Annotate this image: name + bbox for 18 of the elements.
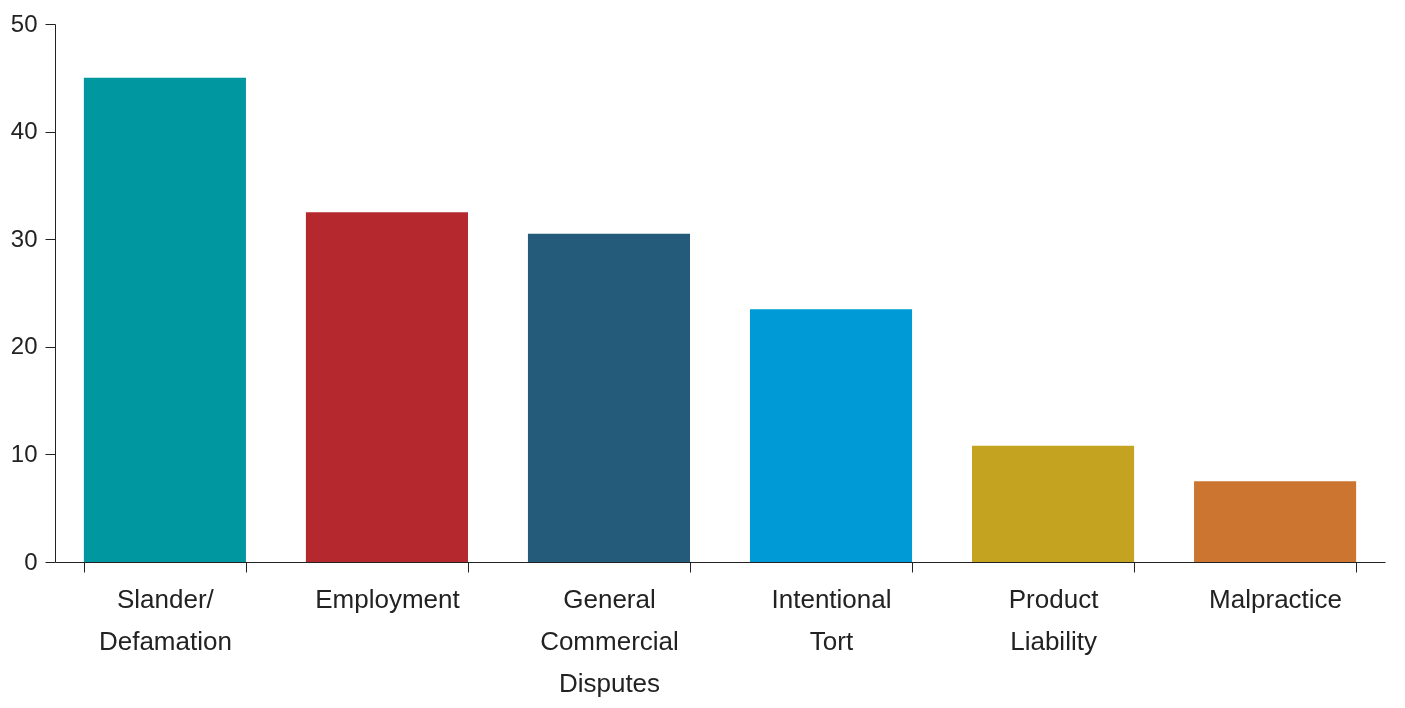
x-tick-label: Product Liability — [1008, 583, 1100, 656]
bar — [305, 212, 468, 562]
y-tick-label: 0 — [24, 547, 38, 575]
bar — [1194, 481, 1357, 562]
y-tick-label: 50 — [10, 9, 38, 37]
bar — [83, 77, 246, 562]
bar — [972, 445, 1135, 562]
x-tick-label: Employment — [315, 583, 461, 614]
x-tick-label: General Commercial Disputes — [540, 583, 679, 698]
y-tick-label: 40 — [10, 117, 38, 145]
y-tick-label: 30 — [10, 224, 38, 252]
x-tick-label: Intentional Tort — [771, 583, 892, 656]
bar — [527, 233, 691, 562]
bar — [749, 309, 913, 562]
y-tick-label: 10 — [10, 439, 38, 467]
x-tick-label: Slander/Defamation — [98, 583, 232, 656]
x-tick-label: Malpractice — [1209, 583, 1343, 614]
y-tick-label: 20 — [10, 332, 38, 360]
